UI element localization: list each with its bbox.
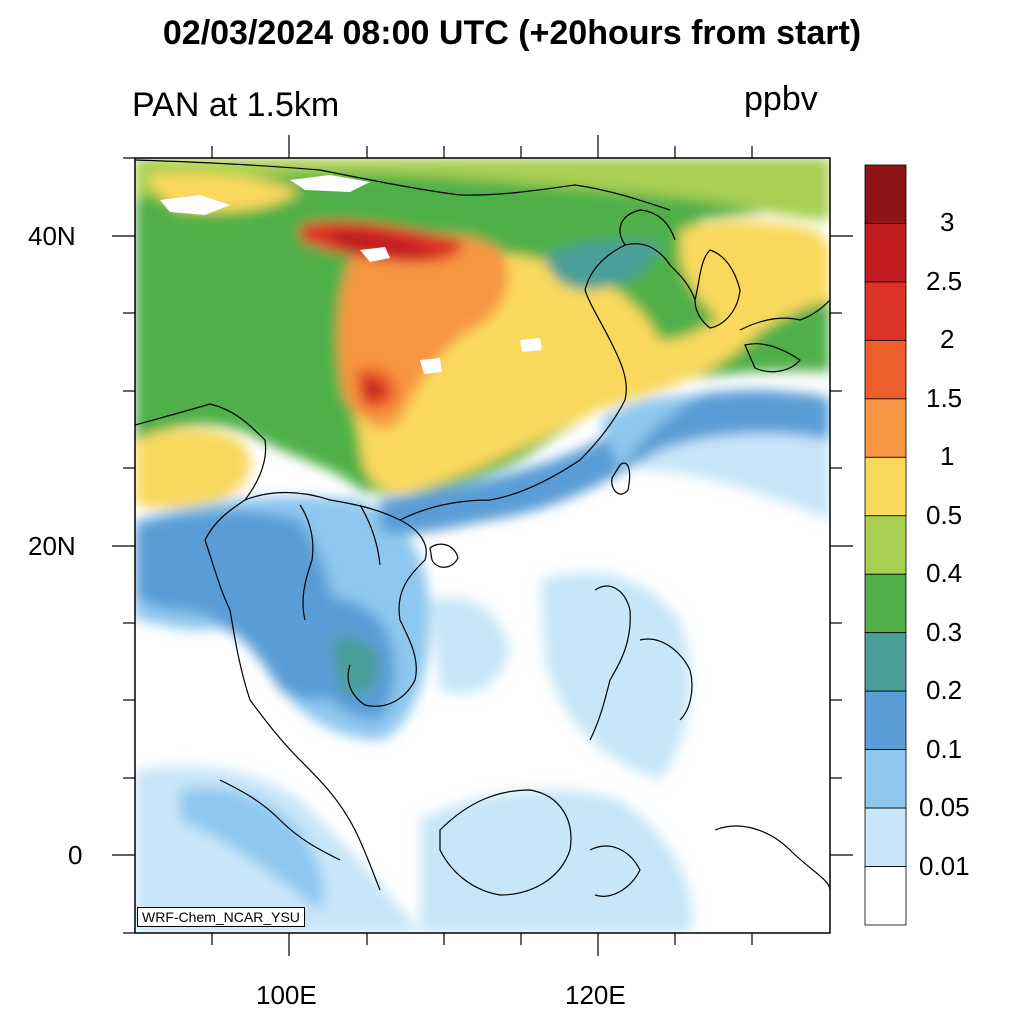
lat-label-40n: 40N [28,221,76,251]
model-credit: WRF-Chem_NCAR_YSU [137,907,305,927]
colorbar-swatch-6 [864,515,907,575]
colorbar-label: 0.1 [926,733,963,764]
colorbar-swatch-11 [864,807,907,867]
lon-label-100e: 100E [256,980,317,1010]
colorbar-label: 2 [940,324,955,355]
colorbar-swatch-12 [864,866,907,926]
coastlines [135,159,830,897]
colorbar-label: 0.01 [919,850,970,881]
colorbar-swatch-7 [864,573,907,634]
colorbar-swatch-3 [864,339,907,400]
colorbar-label: 0.4 [926,558,963,589]
lon-label-120e: 120E [565,980,626,1010]
colorbar-label: 0.2 [926,675,963,706]
lat-label-0: 0 [68,840,83,870]
colorbar-swatch-10 [864,749,907,809]
lat-label-20n: 20N [28,531,76,561]
colorbar-swatch-4 [864,398,907,458]
colorbar-swatch-0 [864,164,907,224]
colorbar-label: 3 [940,207,955,238]
colorbar-label: 1 [940,441,955,472]
colorbar-swatch-5 [864,456,907,517]
colorbar-label: 2.5 [926,265,963,296]
colorbar [864,164,907,926]
colorbar-label: 1.5 [926,382,963,413]
colorbar-swatch-8 [864,632,907,692]
colorbar-swatch-2 [864,281,907,341]
colorbar-label: 0.5 [926,499,963,530]
variable-title: PAN at 1.5km [132,86,340,124]
pan-concentration-field [135,158,830,933]
units-label: ppbv [744,80,818,118]
colorbar-label: 0.3 [926,616,963,647]
map-title: 02/03/2024 08:00 UTC (+20hours from star… [162,14,862,52]
axis-ticks [112,135,853,956]
colorbar-swatch-1 [864,223,907,283]
colorbar-label: 0.05 [919,792,970,823]
colorbar-swatch-9 [864,690,907,751]
